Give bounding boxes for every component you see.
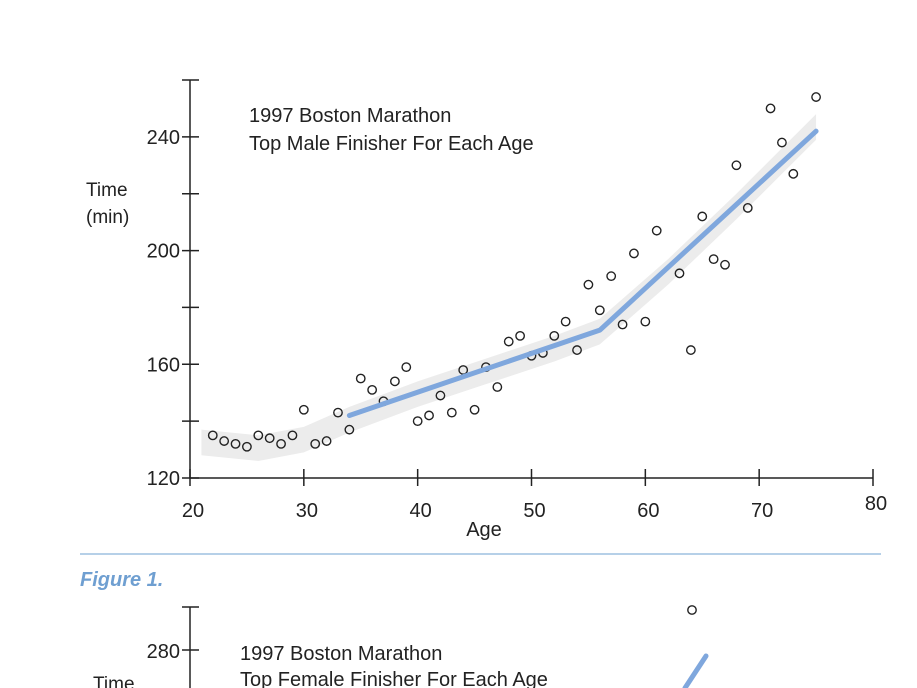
data-point [708, 254, 719, 265]
data-point [435, 390, 446, 401]
y-tick-label-280: 280 [147, 641, 180, 663]
data-point [276, 438, 286, 449]
confidence-band [201, 114, 817, 461]
data-point [594, 305, 605, 316]
data-point [230, 438, 241, 449]
data-point [515, 330, 526, 341]
data-point [492, 382, 503, 392]
fit-line [346, 128, 819, 418]
chart2-title-line1: 1997 Boston Marathon [240, 643, 442, 665]
x-tick-label: 60 [637, 500, 659, 522]
y-tick-label: 160 [147, 354, 180, 376]
data-point [697, 211, 708, 222]
x-tick-label: 20 [182, 500, 204, 522]
data-point [811, 92, 821, 102]
data-point [640, 316, 651, 327]
data-point [355, 373, 366, 384]
figure-caption: Figure 1. [80, 569, 163, 591]
chart2-data-point [687, 605, 697, 615]
data-point [207, 430, 218, 441]
x-tick-label: 40 [410, 500, 432, 522]
chart-title-line2: Top Male Finisher For Each Age [249, 133, 534, 155]
data-point [446, 407, 457, 418]
x-tick-label: 80 [865, 493, 887, 515]
y-tick-label: 200 [147, 241, 180, 263]
data-point [298, 404, 309, 415]
data-point [367, 384, 378, 395]
y-tick-label: 120 [147, 468, 180, 490]
data-point [651, 225, 662, 236]
data-point [401, 362, 412, 373]
data-point [731, 160, 742, 171]
y-axis-label-line1: Time [86, 180, 128, 201]
data-point [788, 168, 799, 179]
data-point [674, 268, 685, 279]
data-point [549, 330, 560, 341]
chart-title-line1: 1997 Boston Marathon [249, 105, 451, 127]
data-point [560, 316, 571, 327]
axes: 120 160 200 240 20 30 40 50 60 70 80 [147, 79, 887, 522]
data-point [469, 404, 480, 415]
chart2-y-axis-label: Time [93, 674, 135, 688]
x-tick-label: 50 [523, 500, 545, 522]
y-axis-label-line2: (min) [86, 207, 129, 228]
x-axis-label: Age [466, 519, 502, 541]
data-point [219, 436, 230, 446]
data-point [503, 336, 514, 347]
data-point [685, 345, 696, 355]
data-point [287, 430, 298, 441]
data-point [333, 407, 343, 418]
trend-band [201, 114, 817, 461]
data-point [583, 279, 594, 290]
data-point [777, 137, 787, 148]
data-point [572, 345, 582, 355]
data-point [344, 424, 355, 435]
data-point [424, 410, 434, 421]
data-point [629, 248, 639, 259]
fit-line-path [346, 128, 819, 418]
data-point [321, 436, 332, 446]
x-tick-label: 30 [296, 500, 318, 522]
data-point [765, 103, 776, 114]
chart-male: 120 160 200 240 20 30 40 50 60 70 80 1997 Boston M… [86, 79, 887, 541]
data-point [253, 430, 264, 441]
data-point [720, 259, 730, 270]
data-point [389, 376, 400, 387]
data-point [617, 319, 628, 330]
chart2-title-line2: Top Female Finisher For Each Age [240, 669, 548, 688]
x-tick-label: 70 [751, 500, 773, 522]
chart2-fit-line [682, 653, 709, 688]
data-point [310, 438, 321, 449]
data-point [242, 441, 252, 452]
data-point [606, 271, 617, 282]
data-point [412, 416, 423, 427]
data-point [264, 433, 275, 444]
data-points [207, 92, 821, 452]
data-point [742, 203, 753, 213]
y-tick-label: 240 [147, 127, 180, 149]
